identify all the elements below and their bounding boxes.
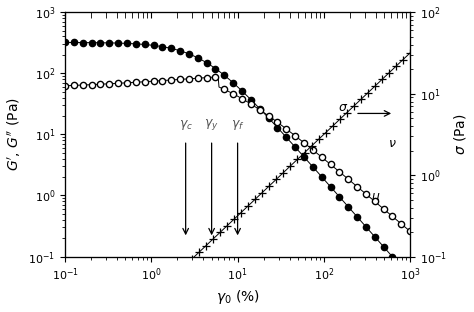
- X-axis label: $\gamma_0$ (%): $\gamma_0$ (%): [216, 289, 260, 306]
- Text: $\sigma$: $\sigma$: [337, 100, 348, 114]
- Y-axis label: $G'$, $G''$ (Pa): $G'$, $G''$ (Pa): [6, 97, 23, 171]
- Text: $\mu$: $\mu$: [371, 191, 381, 205]
- Y-axis label: $\sigma$ (Pa): $\sigma$ (Pa): [453, 114, 468, 155]
- Text: $\gamma_y$: $\gamma_y$: [204, 117, 219, 132]
- Text: $\gamma_c$: $\gamma_c$: [179, 118, 193, 132]
- Text: $\gamma_f$: $\gamma_f$: [231, 118, 245, 132]
- Text: $\nu$: $\nu$: [388, 137, 396, 150]
